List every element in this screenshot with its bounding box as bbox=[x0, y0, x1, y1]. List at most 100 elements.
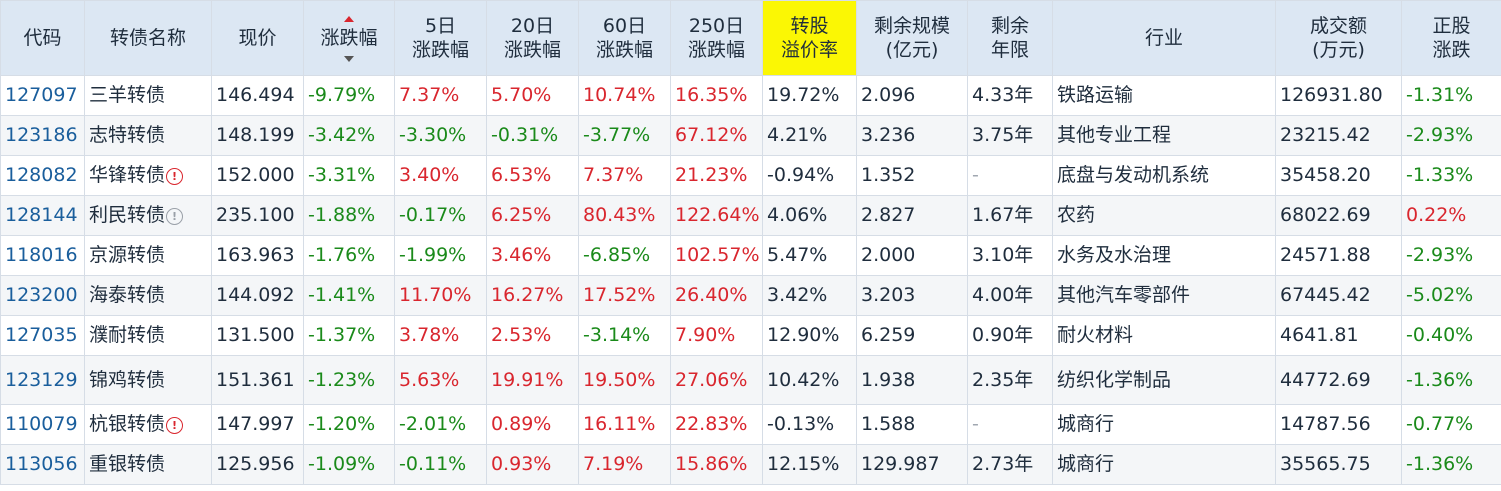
cell-code[interactable]: 127035 bbox=[0, 315, 85, 356]
cell-d60: -3.77% bbox=[578, 115, 671, 156]
cell-volume-value: 44772.69 bbox=[1280, 369, 1371, 391]
cell-code-value: 123186 bbox=[5, 124, 78, 146]
cell-d20: 16.27% bbox=[486, 275, 579, 316]
cell-name[interactable]: 锦鸡转债 bbox=[84, 355, 212, 405]
cell-premium: 19.72% bbox=[762, 75, 857, 116]
col-header-premium[interactable]: 转股 溢价率 bbox=[762, 0, 857, 76]
cell-stock-change-value: -2.93% bbox=[1406, 124, 1474, 146]
cell-price-value: 125.956 bbox=[216, 453, 295, 475]
cell-premium-value: 4.21% bbox=[767, 124, 828, 146]
cell-name[interactable]: 华锋转债! bbox=[84, 155, 212, 196]
cell-code-value: 113056 bbox=[5, 453, 78, 475]
col-header-industry[interactable]: 行业 bbox=[1052, 0, 1276, 76]
cell-code-value: 128144 bbox=[5, 204, 78, 226]
table-row[interactable]: 127097 三羊转债 146.494 -9.79% 7.37% 5.70% 10.74% 1… bbox=[0, 75, 1501, 116]
cell-years: 2.35年 bbox=[967, 355, 1053, 405]
cell-change: -9.79% bbox=[303, 75, 395, 116]
cell-scale: 3.236 bbox=[856, 115, 968, 156]
cell-d60: 7.37% bbox=[578, 155, 671, 196]
col-header-250d[interactable]: 250日 涨跌幅 bbox=[670, 0, 763, 76]
col-header-stock-change[interactable]: 正股 涨跌 bbox=[1401, 0, 1501, 76]
cell-d5: 5.63% bbox=[394, 355, 487, 405]
cell-change-value: -1.23% bbox=[308, 369, 376, 391]
col-header-volume[interactable]: 成交额 (万元) bbox=[1275, 0, 1402, 76]
col-header-change[interactable]: 涨跌幅 bbox=[303, 0, 395, 76]
cell-premium-value: 3.42% bbox=[767, 284, 828, 306]
cell-years: 3.10年 bbox=[967, 235, 1053, 276]
cell-volume: 44772.69 bbox=[1275, 355, 1402, 405]
cell-code[interactable]: 118016 bbox=[0, 235, 85, 276]
cell-name-value: 锦鸡转债 bbox=[89, 369, 166, 391]
cell-code[interactable]: 128082 bbox=[0, 155, 85, 196]
cell-scale-value: 2.827 bbox=[861, 204, 916, 226]
cell-scale-value: 1.588 bbox=[861, 413, 916, 435]
cell-change: -3.42% bbox=[303, 115, 395, 156]
col-header-code[interactable]: 代码 bbox=[0, 0, 85, 76]
cell-d20: 19.91% bbox=[486, 355, 579, 405]
header-label: 涨跌幅 bbox=[687, 39, 745, 61]
cell-scale: 1.352 bbox=[856, 155, 968, 196]
cell-name[interactable]: 三羊转债 bbox=[84, 75, 212, 116]
cell-name[interactable]: 重银转债 bbox=[84, 444, 212, 485]
cell-name[interactable]: 濮耐转债 bbox=[84, 315, 212, 356]
cell-d20: 0.93% bbox=[486, 444, 579, 485]
cell-code[interactable]: 123186 bbox=[0, 115, 85, 156]
col-header-price[interactable]: 现价 bbox=[211, 0, 304, 76]
cell-code[interactable]: 128144 bbox=[0, 195, 85, 236]
cell-code[interactable]: 123200 bbox=[0, 275, 85, 316]
cell-d5: -0.17% bbox=[394, 195, 487, 236]
cell-years-value: 4.00年 bbox=[972, 284, 1034, 306]
cell-code[interactable]: 127097 bbox=[0, 75, 85, 116]
cell-d20-value: -0.31% bbox=[491, 124, 559, 146]
cell-change-value: -1.76% bbox=[308, 244, 376, 266]
table-row[interactable]: 123200 海泰转债 144.092 -1.41% 11.70% 16.27% 17.52… bbox=[0, 275, 1501, 316]
cell-years: 1.67年 bbox=[967, 195, 1053, 236]
cell-name[interactable]: 杭银转债! bbox=[84, 404, 212, 445]
cell-years-value: 2.35年 bbox=[972, 369, 1034, 391]
cell-d250: 27.06% bbox=[670, 355, 763, 405]
cell-change: -1.76% bbox=[303, 235, 395, 276]
col-header-name[interactable]: 转债名称 bbox=[84, 0, 212, 76]
cell-d20-value: 0.93% bbox=[491, 453, 552, 475]
cell-d5-value: -0.11% bbox=[399, 453, 467, 475]
cell-price-value: 163.963 bbox=[216, 244, 295, 266]
table-row[interactable]: 118016 京源转债 163.963 -1.76% -1.99% 3.46% -6.85%… bbox=[0, 235, 1501, 276]
cell-name[interactable]: 利民转债! bbox=[84, 195, 212, 236]
table-row[interactable]: 127035 濮耐转债 131.500 -1.37% 3.78% 2.53% -3.14% 7… bbox=[0, 315, 1501, 356]
info-icon[interactable]: ! bbox=[166, 208, 184, 225]
cell-name[interactable]: 京源转债 bbox=[84, 235, 212, 276]
cell-d250: 16.35% bbox=[670, 75, 763, 116]
cell-price-value: 144.092 bbox=[216, 284, 295, 306]
table-row[interactable]: 110079 杭银转债! 147.997 -1.20% -2.01% 0.89% 16.11… bbox=[0, 404, 1501, 445]
table-row[interactable]: 128144 利民转债! 235.100 -1.88% -0.17% 6.25% 80.43… bbox=[0, 195, 1501, 236]
cell-name[interactable]: 海泰转债 bbox=[84, 275, 212, 316]
table-row[interactable]: 128082 华锋转债! 152.000 -3.31% 3.40% 6.53% 7.37% 2… bbox=[0, 155, 1501, 196]
table-row[interactable]: 123186 志特转债 148.199 -3.42% -3.30% -0.31% -3.77… bbox=[0, 115, 1501, 156]
cell-stock-change-value: -1.31% bbox=[1406, 84, 1474, 106]
table-row[interactable]: 123129 锦鸡转债 151.361 -1.23% 5.63% 19.91% 19.50%… bbox=[0, 355, 1501, 405]
header-label: 涨跌幅 bbox=[411, 39, 469, 61]
cell-volume: 67445.42 bbox=[1275, 275, 1402, 316]
col-header-60d[interactable]: 60日 涨跌幅 bbox=[578, 0, 671, 76]
alert-icon[interactable]: ! bbox=[166, 417, 184, 434]
cell-code[interactable]: 113056 bbox=[0, 444, 85, 485]
cell-price: 148.199 bbox=[211, 115, 304, 156]
header-label: 现价 bbox=[238, 27, 277, 49]
col-header-20d[interactable]: 20日 涨跌幅 bbox=[486, 0, 579, 76]
col-header-years[interactable]: 剩余 年限 bbox=[967, 0, 1053, 76]
cell-premium: 12.90% bbox=[762, 315, 857, 356]
table-row[interactable]: 113056 重银转债 125.956 -1.09% -0.11% 0.93% 7.19% 1… bbox=[0, 444, 1501, 485]
cell-d5: 3.40% bbox=[394, 155, 487, 196]
cell-scale: 2.000 bbox=[856, 235, 968, 276]
cell-code[interactable]: 123129 bbox=[0, 355, 85, 405]
cell-name-value: 志特转债 bbox=[89, 124, 166, 146]
cell-industry: 城商行 bbox=[1052, 404, 1276, 445]
col-header-scale[interactable]: 剩余规模 (亿元) bbox=[856, 0, 968, 76]
cell-premium-value: 19.72% bbox=[767, 84, 840, 106]
cell-name[interactable]: 志特转债 bbox=[84, 115, 212, 156]
cell-code[interactable]: 110079 bbox=[0, 404, 85, 445]
cell-code-value: 123200 bbox=[5, 284, 78, 306]
col-header-5d[interactable]: 5日 涨跌幅 bbox=[394, 0, 487, 76]
header-label: 转股 bbox=[790, 15, 829, 37]
alert-icon[interactable]: ! bbox=[166, 168, 184, 185]
